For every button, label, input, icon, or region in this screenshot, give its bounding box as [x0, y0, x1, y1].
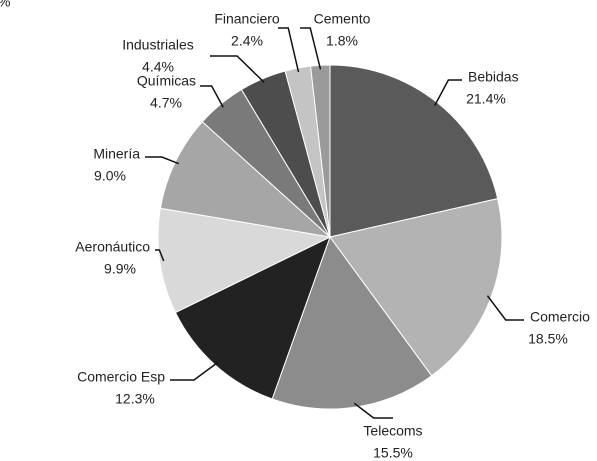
leader-line: [155, 249, 165, 262]
labels: Bebidas 21.4% Comercio 18.5% Telecoms 15.5% Co…: [75, 11, 590, 461]
slice-label: Comercio: [530, 309, 590, 325]
value-label: 12.3%: [115, 391, 155, 407]
leader-line: [145, 156, 180, 165]
value-label: 4.7%: [150, 95, 182, 111]
value-label: 9.0%: [94, 168, 126, 184]
value-label: 1.8%: [326, 33, 358, 49]
leader-line: [278, 27, 300, 73]
slice-label: Químicas: [137, 73, 196, 89]
leader-line: [170, 361, 219, 381]
value-label: 21.4%: [466, 91, 506, 107]
value-label: 15.5%: [373, 445, 413, 461]
slice-label: Aeronáutico: [75, 239, 150, 255]
slice-label: Cemento: [314, 11, 371, 27]
slice-label: Minería: [93, 146, 140, 162]
leader-line: [434, 79, 462, 106]
slice: [329, 198, 503, 377]
value-label: 9.9%: [104, 261, 136, 277]
leader-line: [353, 402, 393, 419]
slice-label: Industriales: [122, 37, 194, 53]
leader-line: [200, 85, 224, 108]
leader-line: [486, 295, 524, 321]
slice-label: Comercio Esp: [77, 369, 165, 385]
slice: [271, 235, 433, 410]
pie: [157, 64, 503, 410]
leader-line: [300, 27, 322, 70]
leader-line: [210, 55, 265, 83]
slice: [157, 207, 332, 314]
slice-label: Bebidas: [468, 69, 519, 85]
value-label: 2.4%: [231, 33, 263, 49]
unit-label: %: [0, 0, 10, 10]
value-label: 18.5%: [528, 331, 568, 347]
slice-label: Telecoms: [363, 423, 422, 439]
value-label: 4.4%: [142, 59, 174, 75]
slice-label: Financiero: [214, 11, 280, 27]
slice: [174, 236, 331, 400]
